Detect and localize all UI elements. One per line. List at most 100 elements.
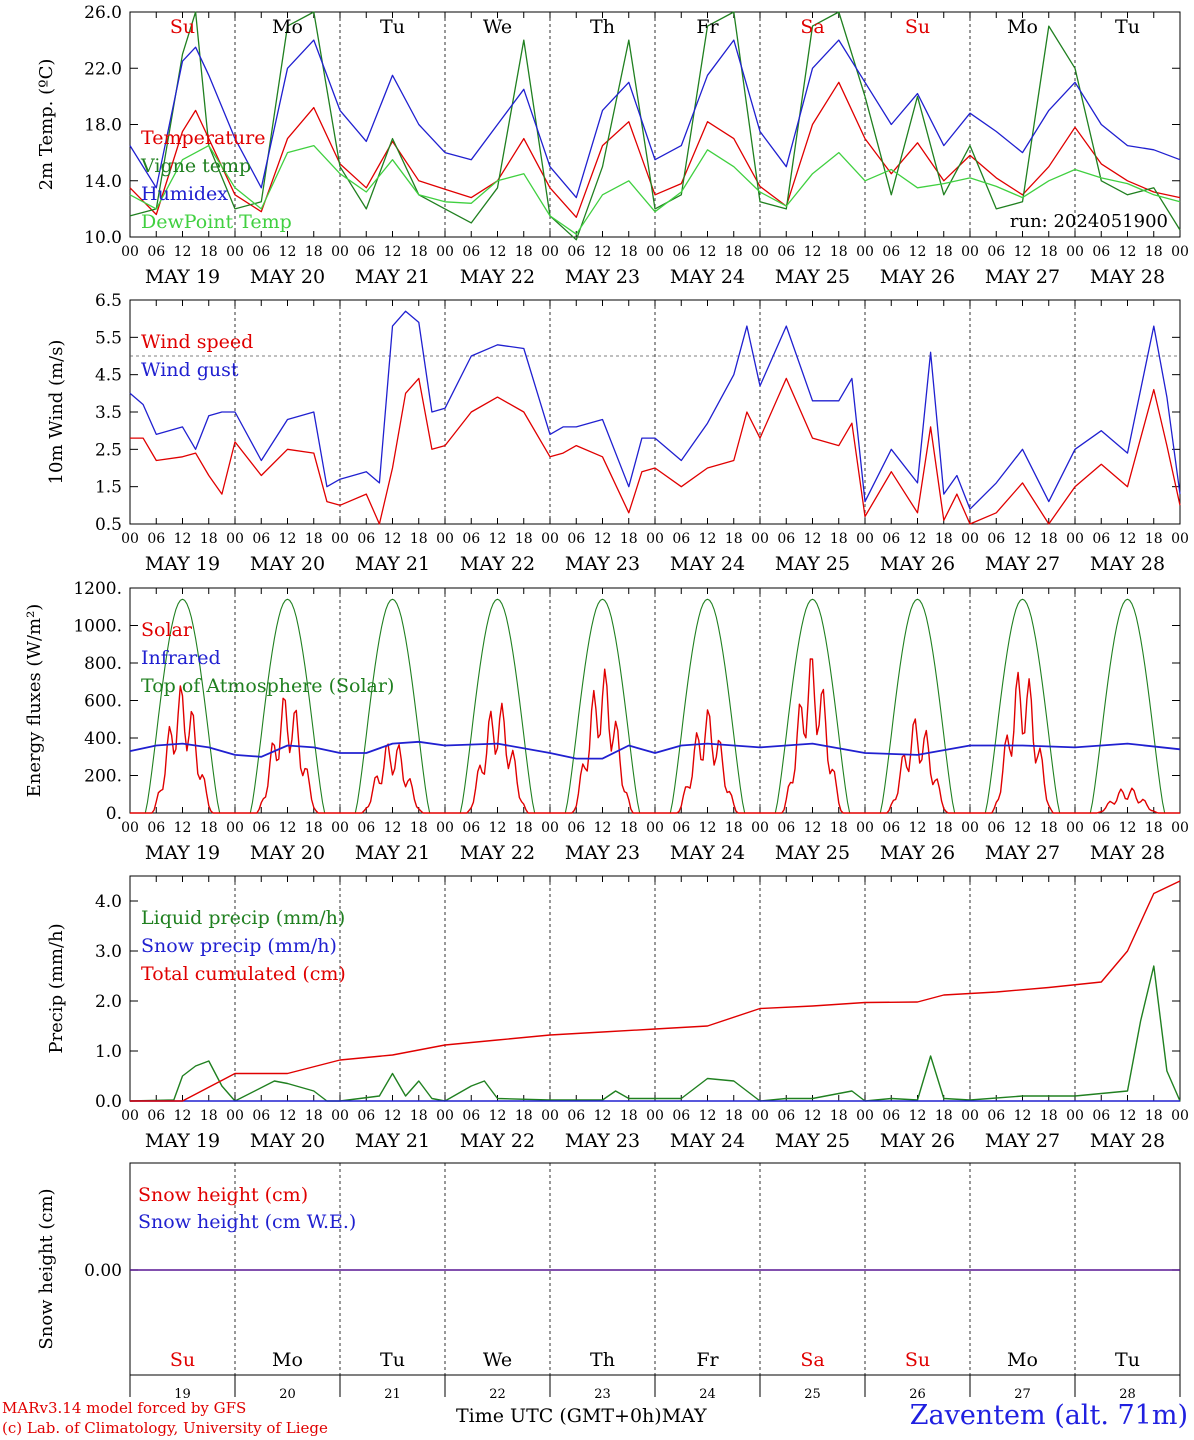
hour-tick-label: 12: [1014, 244, 1032, 260]
date-label: MAY 19: [145, 553, 220, 575]
weekday-label: Mo: [272, 1349, 303, 1371]
date-label: MAY 25: [775, 1130, 850, 1152]
hour-tick-label: 18: [1145, 244, 1163, 260]
hour-tick-label: 06: [777, 244, 795, 260]
hour-tick-label: 06: [252, 820, 270, 836]
hour-tick-label: 06: [567, 531, 585, 547]
hour-tick-label: 06: [882, 820, 900, 836]
panel-frame-1: [129, 11, 1181, 238]
date-label: MAY 28: [1090, 553, 1165, 575]
hour-tick-label: 18: [515, 820, 533, 836]
hour-tick-label: 06: [147, 244, 165, 260]
hour-tick-label: 06: [777, 820, 795, 836]
flux-tick-label: 1000.: [73, 617, 122, 637]
hour-tick-label: 18: [1145, 820, 1163, 836]
hour-tick-label: 06: [777, 1108, 795, 1124]
hour-tick-label: 06: [462, 1108, 480, 1124]
hour-tick-label: 06: [147, 820, 165, 836]
hour-tick-label: 00: [121, 820, 139, 836]
hour-tick-label: 00: [751, 244, 769, 260]
date-label: MAY 20: [250, 842, 325, 864]
date-label: MAY 22: [460, 553, 535, 575]
hour-tick-label: 18: [305, 1108, 323, 1124]
hour-tick-label: 06: [672, 244, 690, 260]
hour-tick-label: 12: [1014, 531, 1032, 547]
precip-series-line: [129, 965, 1181, 1102]
date-label: MAY 25: [775, 553, 850, 575]
legend-entry: Liquid precip (mm/h): [141, 907, 345, 929]
weekday-label: Mo: [1007, 1349, 1038, 1371]
date-label: MAY 27: [985, 1130, 1060, 1152]
date-label: MAY 23: [565, 1130, 640, 1152]
hour-tick-label: 12: [174, 244, 192, 260]
flux-axis-label: Energy fluxes (W/m²): [24, 604, 45, 798]
hour-tick-label: 12: [279, 820, 297, 836]
solar-line: [130, 658, 1180, 814]
hour-tick-label: 06: [567, 244, 585, 260]
run-label: run: 2024051900: [1010, 211, 1168, 232]
weekday-label: Fr: [696, 1349, 719, 1371]
wind-axis-label: 10m Wind (m/s): [46, 340, 67, 485]
hour-tick-label: 12: [909, 531, 927, 547]
hour-tick-label: 00: [121, 1108, 139, 1124]
panel-frame-2: [129, 299, 1181, 525]
legend-entry: Snow height (cm): [138, 1184, 308, 1206]
hour-tick-label: 00: [961, 531, 979, 547]
weekday-label: Fr: [696, 16, 719, 38]
legend-entry: Wind gust: [141, 359, 239, 381]
hour-tick-label: 18: [1040, 531, 1058, 547]
hour-tick-label: 06: [882, 531, 900, 547]
hour-tick-label: 00: [226, 820, 244, 836]
hour-tick-label: 06: [1092, 820, 1110, 836]
date-label: MAY 21: [355, 842, 430, 864]
hour-tick-label: 00: [856, 531, 874, 547]
hour-tick-label: 00: [541, 244, 559, 260]
credit-lab: (c) Lab. of Climatology, University of L…: [2, 1419, 328, 1437]
hour-tick-label: 12: [489, 1108, 507, 1124]
date-label: MAY 28: [1090, 1130, 1165, 1152]
precip-axis-label: Precip (mm/h): [46, 923, 67, 1053]
date-label: MAY 19: [145, 842, 220, 864]
temp-tick-label: 18.0: [84, 116, 122, 136]
weekday-label: Su: [905, 16, 930, 38]
panel-frame-3: [129, 587, 1181, 814]
hour-tick-label: 12: [279, 1108, 297, 1124]
weekday-label: Su: [170, 16, 195, 38]
flux-tick-label: 1200.: [73, 579, 122, 599]
date-label: MAY 23: [565, 842, 640, 864]
legend-entry: Temperature: [141, 127, 265, 149]
date-label: MAY 19: [145, 266, 220, 288]
hour-tick-label: 06: [1092, 1108, 1110, 1124]
hour-tick-label: 12: [489, 820, 507, 836]
date-label: MAY 28: [1090, 842, 1165, 864]
weekday-label: Tu: [1115, 1349, 1140, 1371]
hour-tick-label: 18: [935, 1108, 953, 1124]
hour-tick-label: 18: [830, 1108, 848, 1124]
hour-tick-label: 00: [751, 820, 769, 836]
hour-tick-label: 06: [987, 820, 1005, 836]
hour-tick-label: 00: [1066, 1108, 1084, 1124]
day-number: 28: [1119, 1387, 1136, 1402]
hour-tick-label: 18: [410, 531, 428, 547]
hour-tick-label: 00: [1066, 531, 1084, 547]
hour-tick-label: 12: [699, 531, 717, 547]
day-number: 21: [384, 1387, 401, 1402]
hour-tick-label: 06: [462, 244, 480, 260]
hour-tick-label: 06: [672, 531, 690, 547]
hour-tick-label: 18: [620, 531, 638, 547]
infrared-line: [129, 740, 1181, 760]
weekday-label: Su: [170, 1349, 195, 1371]
hour-tick-label: 06: [357, 531, 375, 547]
date-label: MAY 24: [670, 842, 745, 864]
hour-tick-label: 06: [252, 244, 270, 260]
day-number: 24: [699, 1387, 716, 1402]
day-number: 27: [1014, 1387, 1031, 1402]
hour-tick-label: 06: [357, 820, 375, 836]
hour-tick-label: 18: [725, 1108, 743, 1124]
temp-axis-label: 2m Temp. (ºC): [36, 59, 57, 191]
hour-tick-label: 12: [804, 244, 822, 260]
legend-entry: Top of Atmosphere (Solar): [141, 675, 394, 697]
date-label: MAY 26: [880, 1130, 955, 1152]
hour-tick-label: 12: [1119, 1108, 1137, 1124]
